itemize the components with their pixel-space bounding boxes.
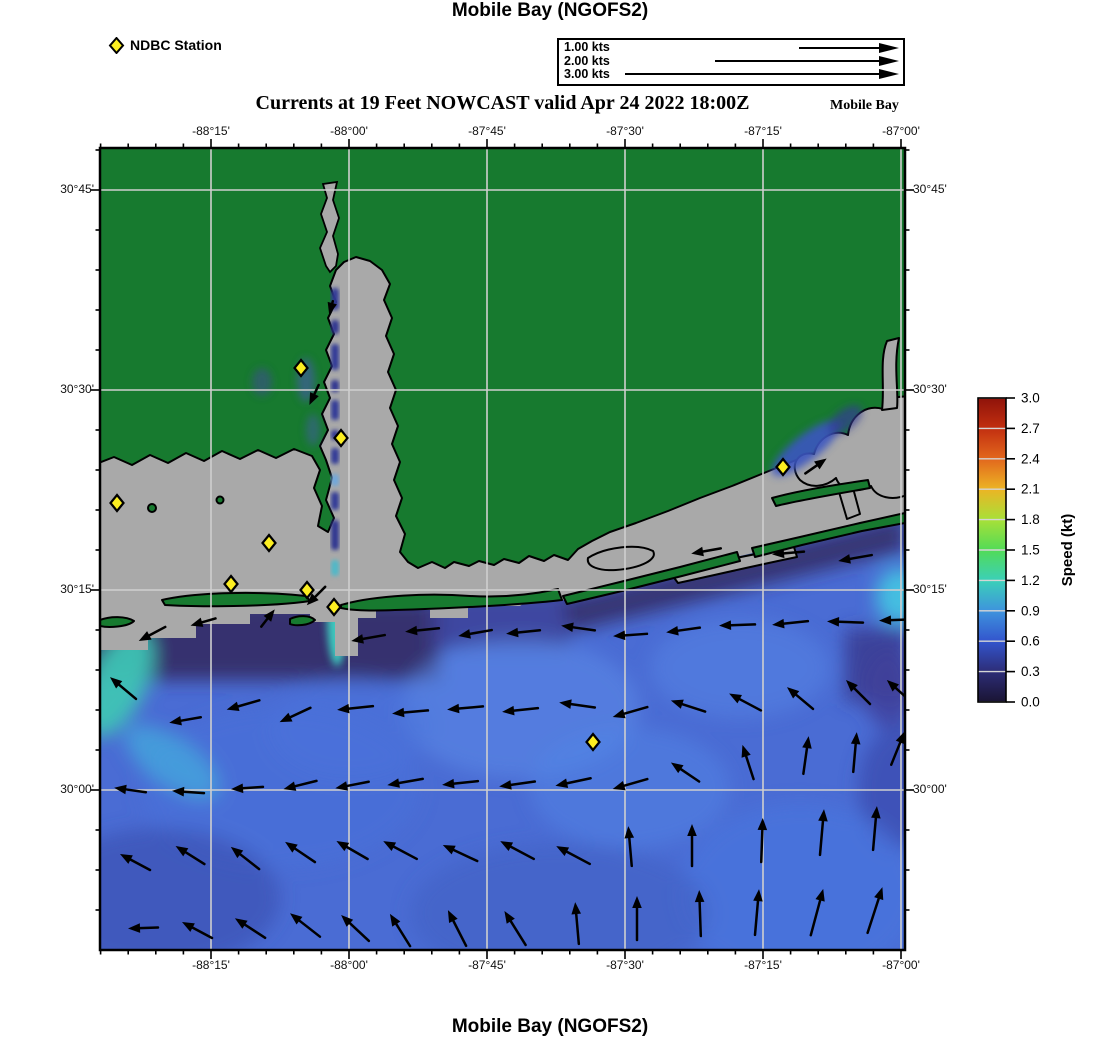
page-title: Mobile Bay (NGOFS2) [0, 0, 1100, 22]
svg-text:3.0: 3.0 [1021, 391, 1040, 406]
scale-arrows [559, 40, 903, 84]
footer-title: Mobile Bay (NGOFS2) [0, 1016, 1100, 1038]
nowcast-plot-page: { "header": { "title": "Mobile Bay (NGOF… [0, 0, 1100, 1050]
ndbc-legend: NDBC Station [108, 35, 222, 55]
tick-label: 30°00' [913, 782, 1007, 796]
current-map [88, 136, 917, 962]
tick-label: 30°30' [0, 382, 94, 396]
colorbar-label: Speed (kt) [1059, 514, 1076, 587]
svg-text:0.6: 0.6 [1021, 634, 1040, 649]
svg-text:2.7: 2.7 [1021, 421, 1040, 436]
svg-text:0.9: 0.9 [1021, 603, 1040, 618]
svg-text:2.1: 2.1 [1021, 482, 1040, 497]
svg-text:0.3: 0.3 [1021, 664, 1040, 679]
colorbar: 0.0 0.3 0.6 0.9 1.2 1.5 1.8 2.1 2.4 2.7 3.0 Speed … [952, 380, 1100, 725]
tick-label: 30°45' [913, 182, 1007, 196]
vector-scale-box: 1.00 kts 2.00 kts 3.00 kts [557, 38, 905, 86]
ndbc-legend-label: NDBC Station [130, 37, 222, 53]
svg-text:1.2: 1.2 [1021, 573, 1040, 588]
svg-text:2.4: 2.4 [1021, 451, 1040, 466]
svg-text:1.5: 1.5 [1021, 543, 1040, 558]
ndbc-diamond-icon [108, 37, 125, 54]
region-label: Mobile Bay [830, 98, 950, 114]
tick-label: 30°45' [0, 182, 94, 196]
tick-label: 30°15' [0, 582, 94, 596]
tick-label: 30°00' [0, 782, 94, 796]
svg-text:0.0: 0.0 [1021, 695, 1040, 710]
ship-channel [331, 288, 339, 576]
svg-text:1.8: 1.8 [1021, 512, 1040, 527]
